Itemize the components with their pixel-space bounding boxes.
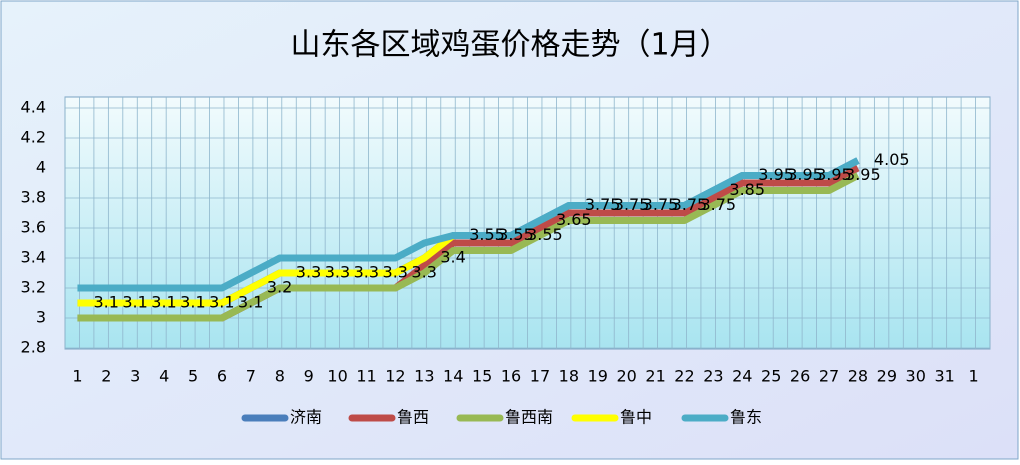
data-label: 4.05: [874, 150, 910, 169]
x-tick-label: 24: [732, 367, 752, 386]
chart-title: 山东各区域鸡蛋价格走势（1月）: [290, 28, 729, 63]
x-tick-label: 15: [472, 367, 492, 386]
x-tick-label: 1: [72, 367, 82, 386]
x-tick-label: 22: [674, 367, 694, 386]
y-tick-label: 3.2: [21, 278, 46, 297]
y-tick-label: 4.4: [21, 98, 46, 117]
x-tick-label: 17: [530, 367, 550, 386]
x-tick-label: 3: [130, 367, 140, 386]
x-tick-label: 4: [159, 367, 169, 386]
y-tick-label: 3.8: [21, 188, 46, 207]
data-label: 3.3: [354, 263, 379, 282]
x-tick-label: 20: [616, 367, 636, 386]
series-line: [77, 172, 860, 322]
data-label: 3.95: [758, 165, 794, 184]
y-tick-label: 3.4: [21, 248, 46, 267]
data-label: 3.55: [527, 225, 563, 244]
data-label: 3.75: [700, 195, 736, 214]
data-label: 3.95: [816, 165, 852, 184]
x-tick-label: 5: [188, 367, 198, 386]
legend-label: 鲁西: [397, 408, 429, 427]
data-label: 3.3: [296, 263, 321, 282]
data-label: 3.1: [238, 293, 263, 312]
x-tick-label: 8: [275, 367, 285, 386]
y-tick-label: 3: [36, 308, 46, 327]
x-tick-label: 1: [968, 367, 978, 386]
data-label: 3.95: [787, 165, 823, 184]
data-label: 3.3: [383, 263, 408, 282]
series-line: [77, 157, 860, 292]
data-label: 3.1: [180, 293, 205, 312]
data-label: 3.75: [585, 195, 621, 214]
y-tick-label: 4: [36, 158, 46, 177]
legend-label: 鲁西南: [505, 408, 553, 427]
x-tick-label: 18: [559, 367, 579, 386]
data-label: 3.1: [93, 293, 118, 312]
x-tick-label: 21: [645, 367, 665, 386]
legend-label: 济南: [290, 408, 322, 427]
series-line: [77, 232, 456, 307]
y-tick-label: 2.8: [21, 338, 46, 357]
x-tick-label: 25: [761, 367, 781, 386]
data-label: 3.2: [267, 278, 292, 297]
x-tick-label: 30: [906, 367, 926, 386]
x-tick-label: 28: [848, 367, 868, 386]
data-label: 3.55: [469, 225, 505, 244]
x-tick-label: 2: [101, 367, 111, 386]
data-label: 3.75: [614, 195, 650, 214]
data-label: 3.3: [325, 263, 350, 282]
x-tick-label: 11: [356, 367, 376, 386]
x-tick-label: 13: [414, 367, 434, 386]
x-tick-label: 19: [588, 367, 608, 386]
y-tick-label: 4.2: [21, 128, 46, 147]
data-label: 3.75: [643, 195, 679, 214]
data-label: 3.1: [209, 293, 234, 312]
data-label: 3.1: [122, 293, 147, 312]
data-label: 3.65: [556, 210, 592, 229]
legend-label: 鲁中: [620, 408, 652, 427]
x-tick-label: 29: [877, 367, 897, 386]
x-tick-label: 6: [217, 367, 227, 386]
x-tick-label: 7: [246, 367, 256, 386]
data-label: 3.3: [411, 263, 436, 282]
data-label: 3.85: [729, 180, 765, 199]
x-tick-label: 27: [819, 367, 839, 386]
x-tick-label: 16: [501, 367, 521, 386]
x-tick-label: 10: [327, 367, 347, 386]
x-tick-label: 23: [703, 367, 723, 386]
data-label: 3.75: [672, 195, 708, 214]
y-tick-label: 3.6: [21, 218, 46, 237]
x-tick-label: 9: [304, 367, 314, 386]
x-tick-label: 12: [385, 367, 405, 386]
data-label: 3.4: [440, 248, 465, 267]
legend-label: 鲁东: [730, 408, 762, 427]
x-tick-label: 14: [443, 367, 463, 386]
data-label: 3.55: [498, 225, 534, 244]
x-tick-label: 31: [934, 367, 954, 386]
data-label: 3.1: [151, 293, 176, 312]
x-tick-label: 26: [790, 367, 810, 386]
data-label: 3.95: [845, 165, 881, 184]
